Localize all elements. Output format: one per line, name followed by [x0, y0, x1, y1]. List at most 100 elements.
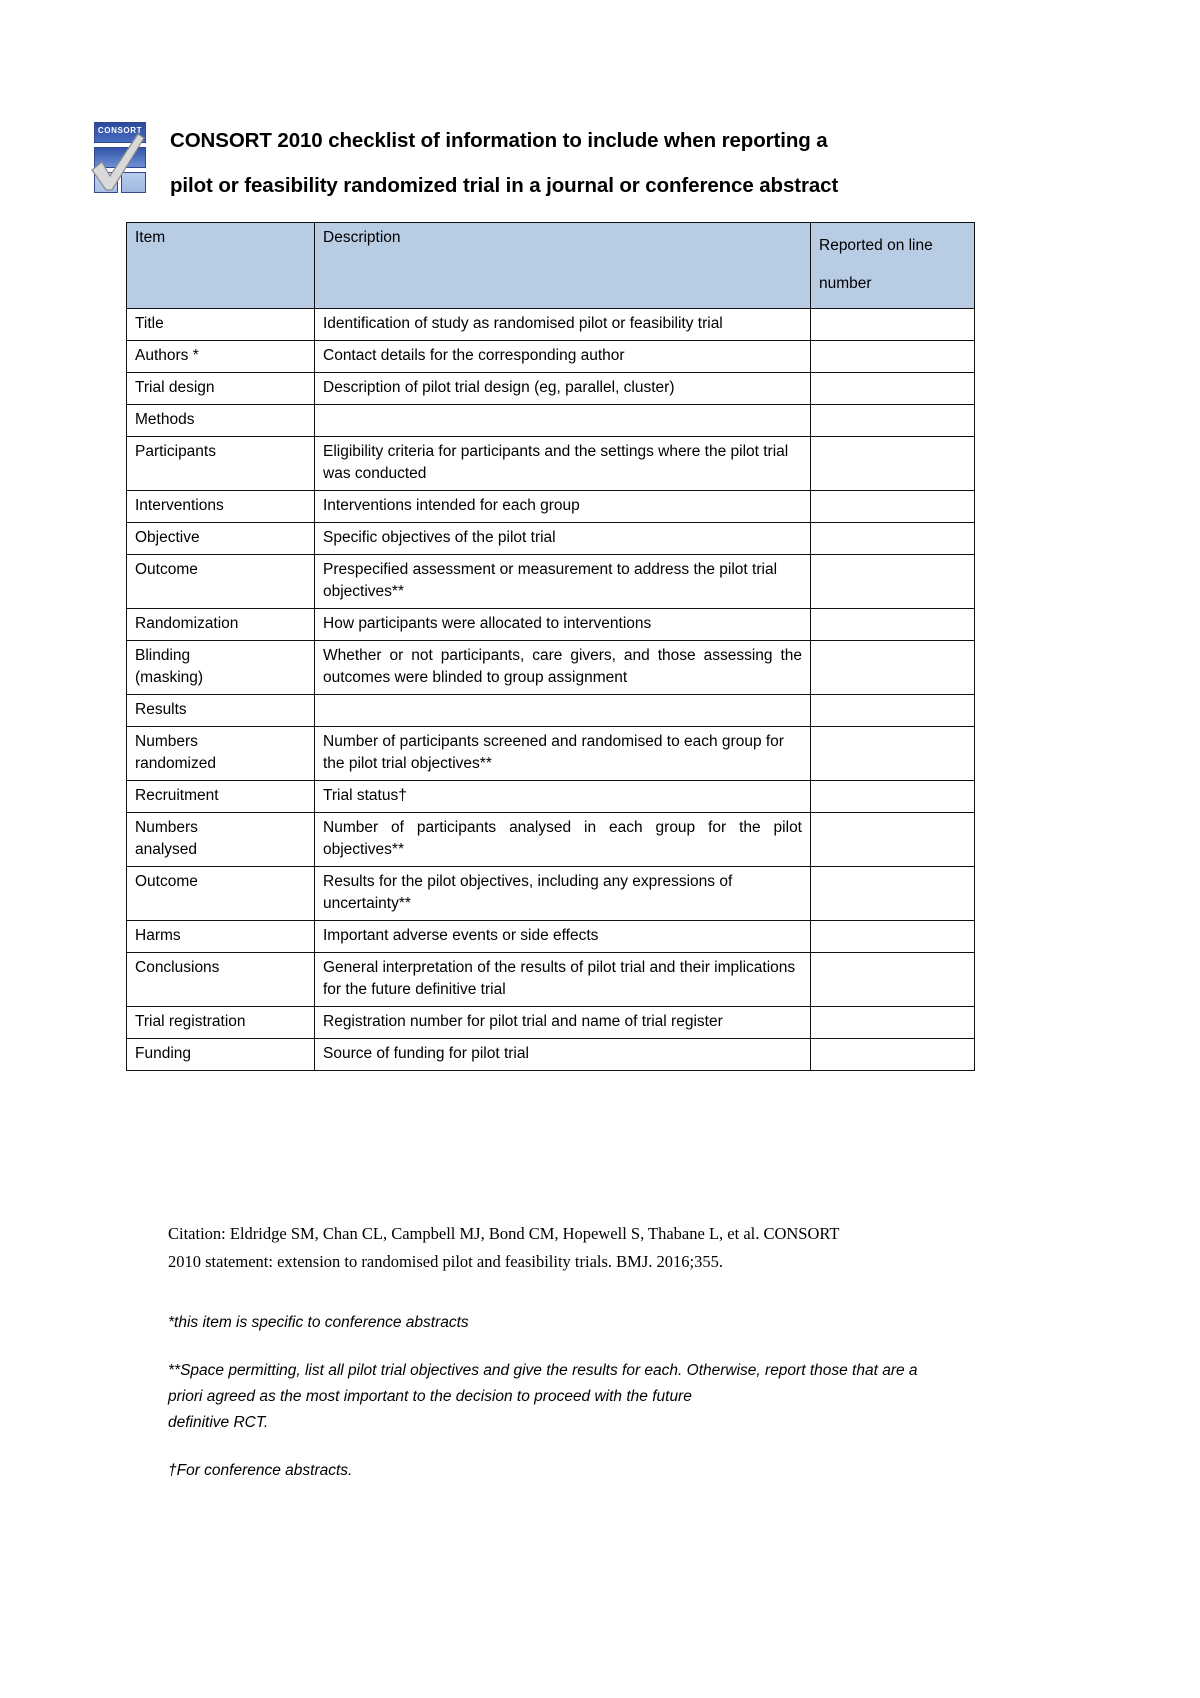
row-item-trial-registration: Trial registration — [126, 1006, 315, 1039]
row-item-conclusions: Conclusions — [126, 952, 315, 1007]
table-row: Objective Specific objectives of the pil… — [126, 522, 975, 555]
column-header-item: Item — [126, 222, 315, 309]
row-reported-trial-registration[interactable] — [810, 1006, 975, 1039]
table-row: Results — [126, 694, 975, 727]
row-item-numbers-analysed-line-1: Numbers — [135, 819, 198, 836]
table-row: Title Identification of study as randomi… — [126, 308, 975, 341]
table-row: Conclusions General interpretation of th… — [126, 952, 975, 1007]
row-item-randomization: Randomization — [126, 608, 315, 641]
row-description-methods — [314, 404, 811, 437]
table-row: Participants Eligibility criteria for pa… — [126, 436, 975, 491]
document-header: CONSORT CONSORT 2010 checklist of inform… — [88, 118, 988, 208]
row-item-participants: Participants — [126, 436, 315, 491]
row-reported-title[interactable] — [810, 308, 975, 341]
table-row: Outcome Prespecified assessment or measu… — [126, 554, 975, 609]
row-reported-randomization[interactable] — [810, 608, 975, 641]
row-reported-recruitment[interactable] — [810, 780, 975, 813]
row-item-blinding: Blinding (masking) — [126, 640, 315, 695]
document-title-block: CONSORT 2010 checklist of information to… — [170, 118, 988, 208]
logo-band-top — [94, 122, 146, 143]
row-description-randomization: How participants were allocated to inter… — [314, 608, 811, 641]
row-item-authors: Authors * — [126, 340, 315, 373]
row-reported-numbers-randomized[interactable] — [810, 726, 975, 781]
row-description-funding: Source of funding for pilot trial — [314, 1038, 811, 1071]
footnotes-block: *this item is specific to conference abs… — [168, 1310, 938, 1484]
row-reported-outcome-method[interactable] — [810, 554, 975, 609]
table-body: Title Identification of study as randomi… — [126, 308, 975, 1071]
row-description-conclusions: General interpretation of the results of… — [314, 952, 811, 1007]
row-item-blinding-line-2: (masking) — [135, 669, 204, 686]
row-reported-objective[interactable] — [810, 522, 975, 555]
table-row: Numbers analysed Number of participants … — [126, 812, 975, 867]
row-description-participants: Eligibility criteria for participants an… — [314, 436, 811, 491]
row-description-results — [314, 694, 811, 727]
row-description-outcome-method: Prespecified assessment or measurement t… — [314, 554, 811, 609]
logo-band-bottom-right — [121, 172, 146, 193]
table-header: Item Description Reported on line number — [126, 222, 975, 309]
consort-logo-icon: CONSORT — [88, 122, 146, 194]
row-item-outcome-method: Outcome — [126, 554, 315, 609]
row-item-methods: Methods — [126, 404, 315, 437]
footnote-double-star-tail: definitive RCT. — [168, 1414, 269, 1431]
row-item-trial-design: Trial design — [126, 372, 315, 405]
row-item-outcome-result: Outcome — [126, 866, 315, 921]
row-reported-authors[interactable] — [810, 340, 975, 373]
row-description-trial-design: Description of pilot trial design (eg, p… — [314, 372, 811, 405]
table-row: Trial design Description of pilot trial … — [126, 372, 975, 405]
row-item-harms: Harms — [126, 920, 315, 953]
row-description-interventions: Interventions intended for each group — [314, 490, 811, 523]
row-description-authors: Contact details for the corresponding au… — [314, 340, 811, 373]
citation-block: Citation: Eldridge SM, Chan CL, Campbell… — [168, 1220, 938, 1276]
row-reported-methods[interactable] — [810, 404, 975, 437]
row-item-numbers-analysed: Numbers analysed — [126, 812, 315, 867]
consort-checklist-table: Item Description Reported on line number… — [126, 222, 975, 1071]
row-reported-results[interactable] — [810, 694, 975, 727]
row-description-trial-registration: Registration number for pilot trial and … — [314, 1006, 811, 1039]
table-row: Methods — [126, 404, 975, 437]
row-reported-harms[interactable] — [810, 920, 975, 953]
table-header-row: Item Description Reported on line number — [126, 222, 975, 309]
row-description-harms: Important adverse events or side effects — [314, 920, 811, 953]
row-reported-conclusions[interactable] — [810, 952, 975, 1007]
row-description-numbers-randomized: Number of participants screened and rand… — [314, 726, 811, 781]
row-item-results: Results — [126, 694, 315, 727]
page-title-line-2: pilot or feasibility randomized trial in… — [170, 174, 839, 197]
table-row: Interventions Interventions intended for… — [126, 490, 975, 523]
table-row: Blinding (masking) Whether or not partic… — [126, 640, 975, 695]
table-row: Randomization How participants were allo… — [126, 608, 975, 641]
row-item-funding: Funding — [126, 1038, 315, 1071]
column-header-reported-line-1: Reported on line — [819, 237, 933, 254]
table-row: Outcome Results for the pilot objectives… — [126, 866, 975, 921]
table-row: Authors * Contact details for the corres… — [126, 340, 975, 373]
page-title-line-1: CONSORT 2010 checklist of information to… — [170, 129, 828, 152]
row-description-title: Identification of study as randomised pi… — [314, 308, 811, 341]
row-reported-interventions[interactable] — [810, 490, 975, 523]
row-reported-blinding[interactable] — [810, 640, 975, 695]
table-row: Funding Source of funding for pilot tria… — [126, 1038, 975, 1071]
column-header-reported: Reported on line number — [810, 222, 975, 309]
citation-line-1: Citation: Eldridge SM, Chan CL, Campbell… — [168, 1224, 840, 1243]
table-row: Numbers randomized Number of participant… — [126, 726, 975, 781]
row-item-numbers-analysed-line-2: analysed — [135, 841, 198, 858]
row-item-numbers-randomized-line-2: randomized — [135, 755, 216, 772]
row-reported-participants[interactable] — [810, 436, 975, 491]
logo-wordmark: CONSORT — [97, 126, 143, 135]
row-description-recruitment: Trial status† — [314, 780, 811, 813]
table-row: Trial registration Registration number f… — [126, 1006, 975, 1039]
row-reported-outcome-result[interactable] — [810, 866, 975, 921]
row-reported-trial-design[interactable] — [810, 372, 975, 405]
row-reported-numbers-analysed[interactable] — [810, 812, 975, 867]
row-description-blinding: Whether or not participants, care givers… — [314, 640, 811, 695]
row-item-title: Title — [126, 308, 315, 341]
row-description-objective: Specific objectives of the pilot trial — [314, 522, 811, 555]
citation-line-2: 2010 statement: extension to randomised … — [168, 1252, 723, 1271]
column-header-reported-line-2: number — [819, 275, 872, 292]
row-item-blinding-line-1: Blinding — [135, 647, 191, 664]
column-header-description: Description — [314, 222, 811, 309]
row-reported-funding[interactable] — [810, 1038, 975, 1071]
table-row: Harms Important adverse events or side e… — [126, 920, 975, 953]
row-item-numbers-randomized: Numbers randomized — [126, 726, 315, 781]
row-item-recruitment: Recruitment — [126, 780, 315, 813]
row-description-numbers-analysed: Number of participants analysed in each … — [314, 812, 811, 867]
